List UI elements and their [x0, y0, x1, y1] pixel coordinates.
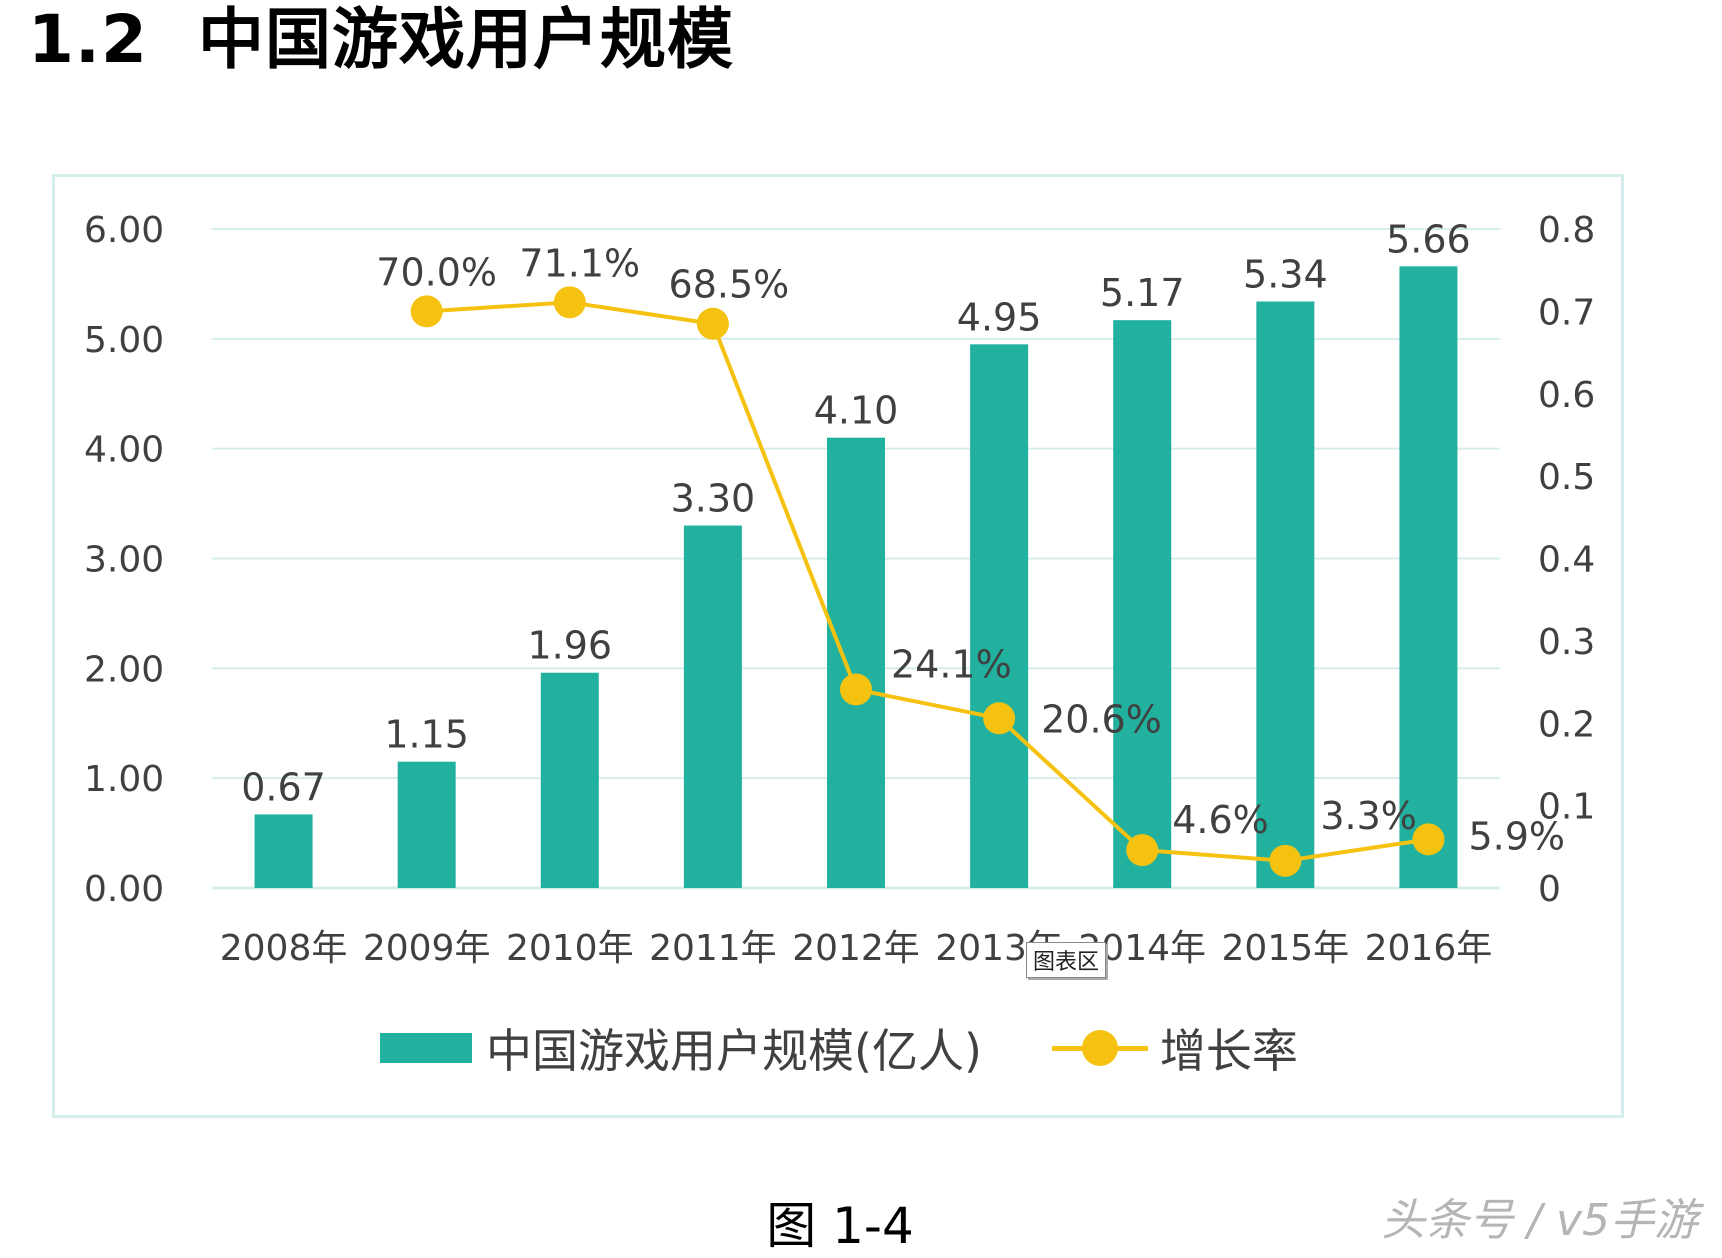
- x-tick-label: 2011年: [649, 928, 777, 969]
- y-right-tick-label: 0.1: [1538, 787, 1595, 828]
- y-left-tick-label: 5.00: [84, 320, 164, 361]
- growth-rate-point: [840, 673, 872, 706]
- growth-rate-label: 5.9%: [1468, 814, 1565, 858]
- y-left-tick-label: 3.00: [84, 540, 164, 581]
- y-right-tick-label: 0.3: [1538, 622, 1595, 663]
- x-tick-label: 2016年: [1365, 928, 1493, 969]
- y-right-tick-label: 0.6: [1538, 375, 1595, 416]
- y-left-tick-label: 2.00: [84, 649, 164, 690]
- growth-rate-label: 68.5%: [669, 263, 790, 307]
- legend-line-label: 增长率: [1159, 1024, 1298, 1078]
- bar: [1399, 266, 1458, 888]
- growth-rate-label: 71.1%: [519, 241, 640, 285]
- bar-value-label: 1.96: [527, 624, 612, 668]
- growth-rate-label: 24.1%: [891, 642, 1012, 686]
- y-right-tick-label: 0.5: [1538, 457, 1595, 498]
- growth-rate-point: [553, 286, 586, 319]
- y-left-tick-label: 6.00: [84, 210, 164, 251]
- y-right-tick-label: 0: [1538, 869, 1561, 910]
- y-left-tick-label: 1.00: [84, 759, 164, 800]
- bar-value-label: 4.10: [814, 389, 899, 433]
- x-tick-label: 2008年: [220, 928, 348, 969]
- growth-rate-label: 20.6%: [1041, 697, 1162, 741]
- bar: [1113, 320, 1172, 889]
- x-tick-label: 2009年: [363, 928, 491, 969]
- growth-rate-label: 70.0%: [376, 250, 497, 294]
- x-tick-label: 2012年: [792, 928, 920, 969]
- legend-line-swatch: [1051, 1028, 1148, 1068]
- y-left-tick-label: 0.00: [84, 869, 164, 910]
- growth-rate-point: [1412, 823, 1445, 856]
- bar: [683, 525, 742, 888]
- bar: [254, 814, 313, 888]
- bar: [397, 761, 456, 888]
- section-number: 1.2: [28, 1, 148, 78]
- y-right-tick-label: 0.2: [1538, 704, 1595, 745]
- chart-area-tooltip: 图表区: [1026, 942, 1107, 978]
- bar: [827, 437, 885, 888]
- growth-rate-point: [983, 702, 1016, 735]
- bar: [1256, 301, 1315, 888]
- bar-value-label: 5.17: [1100, 271, 1185, 315]
- figure-caption: 图 1-4: [766, 1197, 914, 1255]
- bar: [970, 344, 1029, 888]
- growth-rate-point: [1269, 844, 1302, 877]
- bar: [540, 672, 599, 888]
- bar-value-label: 5.34: [1243, 252, 1328, 296]
- bar-value-label: 1.15: [384, 713, 469, 757]
- x-tick-label: 2015年: [1222, 928, 1350, 969]
- bar-value-label: 5.66: [1386, 217, 1471, 261]
- growth-rate-label: 3.3%: [1320, 794, 1417, 838]
- chart-area[interactable]: [52, 174, 1624, 1118]
- legend-bar-label: 中国游戏用户规模(亿人): [486, 1024, 982, 1078]
- x-tick-label: 2010年: [506, 928, 634, 969]
- growth-rate-point: [410, 295, 443, 328]
- bar-value-label: 4.95: [957, 295, 1042, 339]
- legend-bar-swatch: [380, 1033, 472, 1063]
- growth-rate-point: [696, 307, 729, 340]
- y-left-tick-label: 4.00: [84, 430, 164, 471]
- section-heading: 1.2 中国游戏用户规模: [28, 0, 734, 82]
- bar-value-label: 3.30: [671, 477, 756, 521]
- growth-rate-line: [426, 300, 1429, 863]
- section-title: 中国游戏用户规模: [198, 1, 734, 78]
- y-right-tick-label: 0.4: [1538, 540, 1595, 581]
- chart-legend: 中国游戏用户规模(亿人) 增长率: [380, 1016, 1298, 1080]
- y-right-tick-label: 0.7: [1538, 292, 1595, 333]
- bar-value-label: 0.67: [241, 765, 326, 809]
- watermark: 头条号 / v5手游: [1381, 1195, 1698, 1246]
- y-right-tick-label: 0.8: [1538, 210, 1595, 251]
- growth-rate-label: 4.6%: [1172, 798, 1269, 842]
- growth-rate-point: [1126, 834, 1159, 867]
